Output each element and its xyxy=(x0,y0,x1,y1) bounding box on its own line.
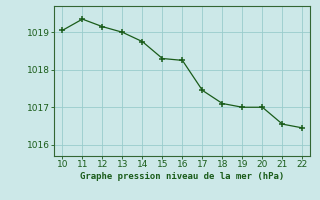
X-axis label: Graphe pression niveau de la mer (hPa): Graphe pression niveau de la mer (hPa) xyxy=(80,172,284,181)
